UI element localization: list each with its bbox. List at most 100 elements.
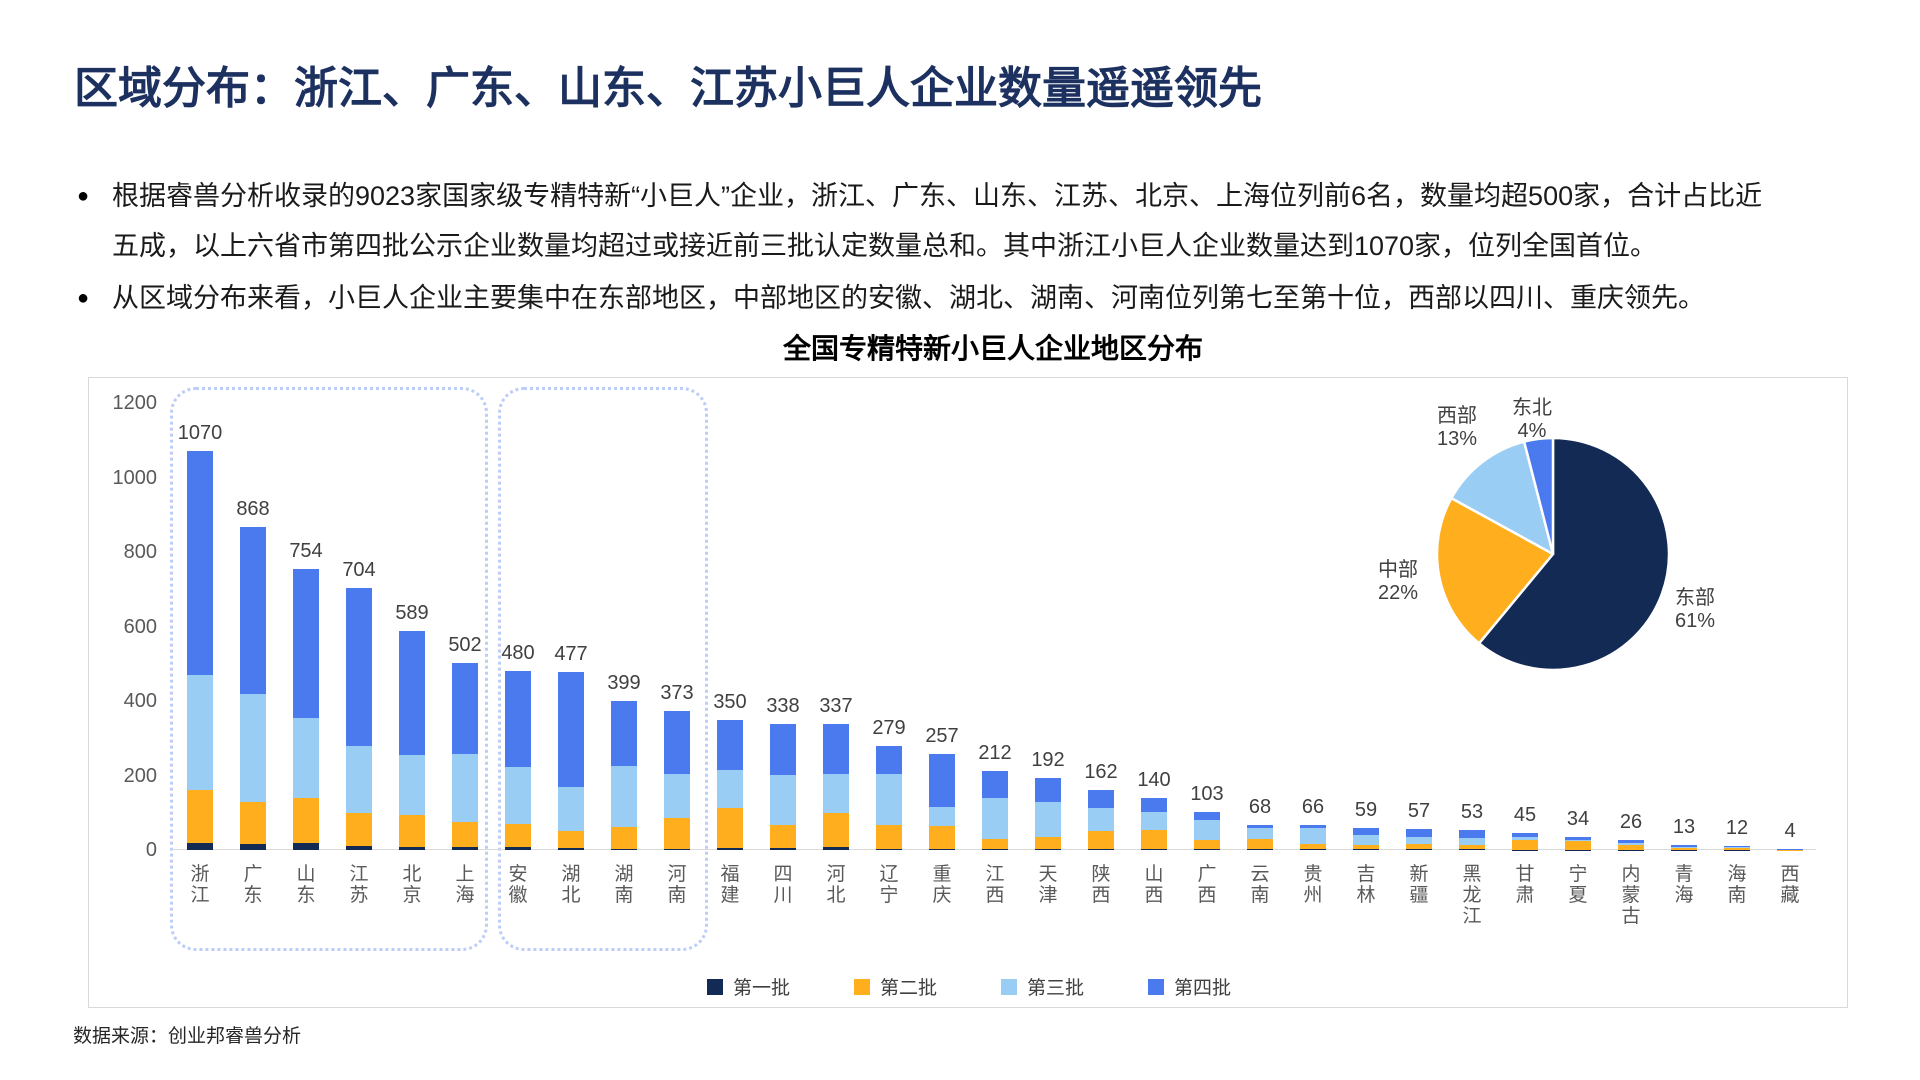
x-axis-label: 上 海 [455,864,475,906]
bar-segment-第一批 [1035,849,1061,850]
bar-value-label: 4 [1784,819,1796,842]
pie-label-中部: 中部 22% [1377,559,1419,604]
bar-segment-第三批 [558,787,584,832]
x-axis-label: 山 东 [296,864,316,906]
bar-segment-第三批 [1353,834,1379,846]
bar-segment-第一批 [1406,849,1432,850]
y-axis-tick-label: 0 [145,839,157,861]
legend-item-第一批: 第一批 [706,973,790,1000]
legend-swatch [706,978,723,995]
chart-title: 全国专精特新小巨人企业地区分布 [782,333,1203,364]
bar-segment-第四批 [240,526,266,694]
bar-value-label: 1070 [177,422,223,445]
bar-value-label: 13 [1672,816,1696,839]
bar-segment-第三批 [1724,847,1750,848]
bar-value-label: 373 [660,682,694,705]
bar-segment-第三批 [1565,839,1591,842]
y-axis-tick-label: 600 [123,615,157,638]
bar-segment-第四批 [1724,845,1750,847]
bar-segment-第一批 [823,847,849,850]
bar-segment-第二批 [293,797,319,843]
bar-segment-第四批 [452,663,478,754]
bar-segment-第三批 [1512,836,1538,840]
bar-segment-第三批 [187,674,213,791]
pie-chart [1435,436,1671,672]
pie-label-东部: 东部 61% [1674,587,1716,632]
bar-segment-第二批 [558,831,584,849]
bar-segment-第一批 [346,846,372,850]
x-axis-label: 江 西 [985,864,1005,906]
bar-value-label: 477 [554,643,588,666]
bar-segment-第三批 [1671,846,1697,848]
bar-segment-第四批 [929,754,955,808]
x-axis-label: 贵 州 [1303,864,1323,906]
bar-value-label: 66 [1301,796,1325,819]
y-axis-tick-label: 800 [123,541,157,563]
bar-segment-第二批 [717,808,743,849]
chart-panel: 1200 1000 800 600 400 200 0 1070 浙 江 868 广 东 754 山 东… [88,377,1848,1008]
bar-segment-第二批 [823,812,849,848]
legend-item-第三批: 第三批 [1001,973,1084,1000]
bar-value-label: 589 [395,601,429,624]
x-axis-label: 广 西 [1197,864,1217,906]
bar-segment-第一批 [611,848,637,850]
bar-segment-第三批 [1300,828,1326,845]
x-axis-label: 北 京 [402,864,422,906]
bar-value-label: 868 [236,497,270,520]
bar-segment-第三批 [1406,836,1432,845]
bar-value-label: 59 [1354,799,1378,822]
bar-segment-第四批 [1353,828,1379,835]
bullet-item-text: 从区域分布来看，小巨人企业主要集中在东部地区，中部地区的安徽、湖北、湖南、河南位… [112,283,1705,313]
y-axis-tick-label: 1000 [112,466,158,489]
bar-segment-第二批 [770,825,796,849]
bullet-marker: ● [77,287,90,309]
bar-value-label: 12 [1725,816,1749,839]
bar-segment-第三批 [1088,808,1114,832]
bar-segment-第四批 [1194,811,1220,820]
x-axis-label: 青 海 [1674,864,1694,906]
bar-value-label: 57 [1407,799,1431,822]
bar-segment-第三批 [664,773,690,818]
x-axis-label: 陕 西 [1091,864,1111,906]
bar-segment-第一批 [452,847,478,850]
y-axis-tick-label: 400 [123,690,157,712]
bar-value-label: 754 [289,540,323,563]
pie-slice-中部 [1435,496,1555,645]
bar-value-label: 53 [1460,801,1484,824]
legend-swatch [853,978,870,995]
bar-segment-第二批 [346,812,372,847]
x-axis-label: 新 疆 [1409,864,1429,906]
bar-segment-第二批 [1406,844,1432,850]
bar-value-label: 279 [872,717,906,740]
bar-segment-第三批 [982,798,1008,840]
bar-value-label: 45 [1513,804,1537,827]
bar-value-label: 337 [819,695,853,718]
bar-segment-第二批 [876,825,902,849]
page-title: 区域分布：浙江、广东、山东、江苏小巨人企业数量遥遥领先 [74,64,1262,113]
bar-value-label: 140 [1137,768,1171,791]
x-axis-label: 天 津 [1038,864,1058,906]
bar-segment-第二批 [1194,840,1220,850]
bar-segment-第二批 [1035,836,1061,850]
bar-segment-第四批 [823,724,849,775]
bar-value-label: 162 [1084,760,1118,783]
x-axis-label: 湖 北 [561,864,581,906]
bar-segment-第二批 [452,822,478,848]
bar-segment-第三批 [1194,819,1220,841]
bar-segment-第四批 [1565,837,1591,840]
bar-value-label: 103 [1190,782,1224,805]
bar-segment-第二批 [1141,830,1167,850]
bar-segment-第一批 [187,842,213,850]
x-axis-label: 海 南 [1727,864,1747,906]
x-axis-label: 山 西 [1144,864,1164,906]
pie-label-东北: 东北 4% [1512,397,1552,442]
bar-segment-第一批 [293,842,319,850]
bar-value-label: 34 [1566,808,1590,831]
bar-segment-第四批 [1141,797,1167,812]
bar-segment-第一批 [1300,849,1326,850]
x-axis-label: 云 南 [1250,864,1270,906]
bar-segment-第一批 [770,848,796,850]
bar-segment-第四批 [1777,848,1803,850]
legend-label: 第三批 [1027,978,1085,999]
bar-value-label: 480 [501,642,535,665]
